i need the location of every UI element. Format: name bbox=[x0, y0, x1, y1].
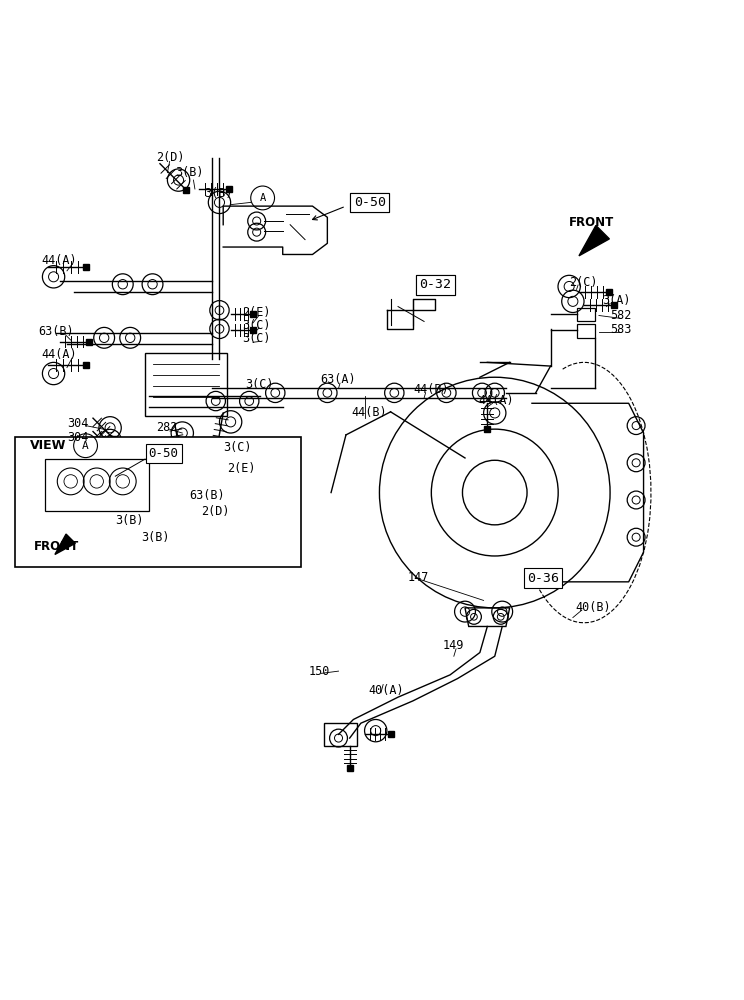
Text: 44(B): 44(B) bbox=[413, 383, 449, 396]
Text: 0-50: 0-50 bbox=[353, 196, 386, 209]
Text: 304: 304 bbox=[67, 431, 89, 444]
Text: 44(A): 44(A) bbox=[41, 348, 77, 361]
Bar bbox=[577, 324, 595, 338]
Text: 3(C): 3(C) bbox=[242, 319, 270, 332]
Text: 0-36: 0-36 bbox=[527, 572, 559, 585]
Text: 582: 582 bbox=[610, 309, 632, 322]
Text: 3(C): 3(C) bbox=[223, 441, 251, 454]
Text: 282: 282 bbox=[156, 421, 178, 434]
Text: 2(C): 2(C) bbox=[569, 276, 597, 289]
Text: 304: 304 bbox=[67, 417, 89, 430]
Bar bbox=[577, 308, 595, 321]
Text: 44(A): 44(A) bbox=[478, 394, 514, 407]
Text: 44(A): 44(A) bbox=[41, 254, 77, 267]
Text: 0-50: 0-50 bbox=[149, 447, 179, 460]
Text: 2(E): 2(E) bbox=[242, 306, 270, 319]
Text: A: A bbox=[82, 441, 89, 451]
Text: VIEW: VIEW bbox=[30, 439, 66, 452]
Text: 3(B): 3(B) bbox=[141, 531, 170, 544]
Bar bbox=[15, 437, 301, 567]
Text: 583: 583 bbox=[610, 323, 632, 336]
Text: 63(A): 63(A) bbox=[320, 373, 356, 386]
Text: FRONT: FRONT bbox=[569, 216, 615, 229]
Text: 2(D): 2(D) bbox=[156, 151, 185, 164]
Text: 150: 150 bbox=[309, 665, 330, 678]
Text: 3(C): 3(C) bbox=[242, 332, 270, 345]
Text: 3(B): 3(B) bbox=[175, 166, 203, 179]
Text: FRONT: FRONT bbox=[33, 540, 79, 553]
Text: 0-32: 0-32 bbox=[419, 278, 452, 291]
Text: 3(C): 3(C) bbox=[246, 378, 274, 391]
Text: A: A bbox=[260, 193, 266, 203]
Text: 3(A): 3(A) bbox=[603, 294, 631, 307]
Text: 63(B): 63(B) bbox=[190, 489, 225, 502]
Bar bbox=[45, 459, 149, 511]
Text: 63(B): 63(B) bbox=[39, 325, 74, 338]
Text: 3(B): 3(B) bbox=[115, 514, 144, 527]
Text: 40(A): 40(A) bbox=[368, 684, 404, 697]
Polygon shape bbox=[579, 225, 609, 256]
Text: 3(B): 3(B) bbox=[205, 187, 233, 200]
Text: 147: 147 bbox=[408, 571, 429, 584]
Text: 2(D): 2(D) bbox=[201, 505, 229, 518]
Text: 44(B): 44(B) bbox=[351, 406, 387, 419]
Polygon shape bbox=[55, 534, 75, 554]
Text: 2(E): 2(E) bbox=[227, 462, 255, 475]
Text: 0-50: 0-50 bbox=[353, 196, 386, 209]
Text: 0-32: 0-32 bbox=[419, 278, 452, 291]
Text: 40(B): 40(B) bbox=[575, 601, 611, 614]
Text: 149: 149 bbox=[443, 639, 464, 652]
